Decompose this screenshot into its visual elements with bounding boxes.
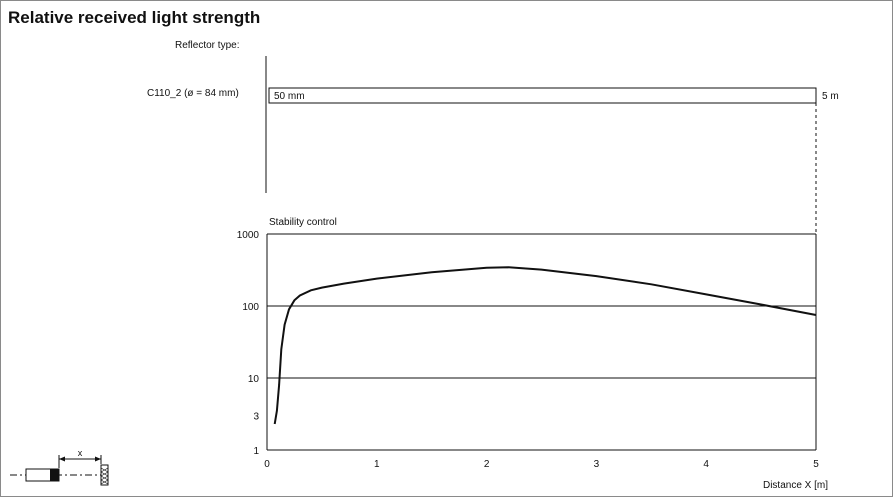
x-axis-label: Distance X [m] [763,480,828,491]
range-start-label: 50 mm [274,91,305,102]
dimension-x-label: x [78,448,83,458]
reflector-hatch [100,467,109,485]
reflector-type-label: Reflector type: [175,40,240,51]
y-tick-label: 3 [253,412,259,423]
x-tick-label: 0 [264,459,270,470]
reflector-range-bar [268,87,817,104]
series-line [273,266,817,425]
x-tick-label: 2 [484,459,490,470]
range-end-label: 5 m [822,91,839,102]
reflector-name: C110_2 (ø = 84 mm) [147,88,239,99]
x-tick-label: 4 [703,459,709,470]
x-tick-label: 1 [374,459,380,470]
x-tick-label: 3 [594,459,600,470]
y-tick-label: 1 [253,446,259,457]
y-tick-label: 100 [242,302,259,313]
page-title: Relative received light strength [8,8,261,27]
setup-diagram: x [10,448,109,486]
y-tick-label: 10 [248,374,260,385]
sensor-lens [50,469,59,481]
y-tick-labels: 1 3 10 100 1000 [237,230,260,457]
x-tick-label: 5 [813,459,819,470]
x-tick-labels: 0 1 2 3 4 5 [264,459,819,470]
y-tick-label: 1000 [237,230,260,241]
grid [266,233,817,451]
chart-title: Stability control [269,217,337,228]
reflector-icon [100,464,109,486]
